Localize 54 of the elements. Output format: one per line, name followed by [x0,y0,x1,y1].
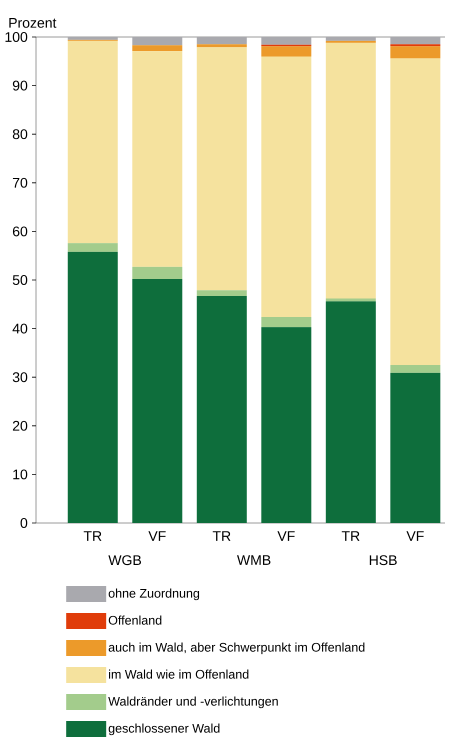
y-tick-label: 20 [12,420,28,431]
bar [390,46,440,58]
legend-label: geschlossener Wald [108,724,220,736]
x-tick-label: TR [212,531,230,541]
y-tick-label: 30 [12,372,28,382]
x-tick-label: VF [406,531,424,541]
x-tick-label: VF [277,531,295,541]
bar [196,47,247,290]
bar [261,316,312,328]
bar [261,37,312,45]
bar [261,327,312,524]
x-tick-label: VF [148,531,166,541]
bar [196,37,247,44]
bar [390,58,440,366]
legend-label: Offenland [108,616,162,625]
legend-label: im Wald wie im Offenland [109,670,248,679]
bar [132,37,182,46]
y-tick-label: 50 [12,275,28,285]
bar [261,46,312,56]
bar [68,40,118,244]
bar [132,45,182,52]
bar [261,56,312,317]
y-tick-label: 100 [6,32,28,42]
y-tick-label: 90 [12,80,28,91]
text: WGB [108,555,142,566]
bar [326,298,376,302]
y-tick-label: 10 [13,469,28,480]
text: WMB [237,555,270,565]
bar [326,301,376,524]
legend-label: Waldränder und -verlichtungen [108,696,278,708]
bar [132,51,182,267]
bar [326,37,376,41]
x-tick-label: TR [342,531,360,541]
bar [196,290,247,296]
y-tick-label: 80 [12,129,28,140]
bar [390,365,440,373]
y-tick-label: 0 [20,518,28,528]
text: HSB [370,555,397,566]
bar [68,243,118,252]
y-tick-label: 40 [12,324,28,334]
bar [132,266,182,280]
y-tick-label: 70 [12,178,28,188]
bar [132,279,182,524]
legend-label: ohne Zuordnung [108,588,200,600]
bar [326,42,376,298]
y-tick-label: 60 [12,226,28,236]
bar [390,37,440,44]
legend-label: auch im Wald, aber Schwerpunkt im Offenland [108,642,364,654]
x-tick-label: TR [84,531,102,541]
bar [196,296,247,524]
bar [68,252,118,524]
y-axis-title: Prozent [9,18,56,28]
bar [68,37,118,40]
bar [390,372,440,524]
